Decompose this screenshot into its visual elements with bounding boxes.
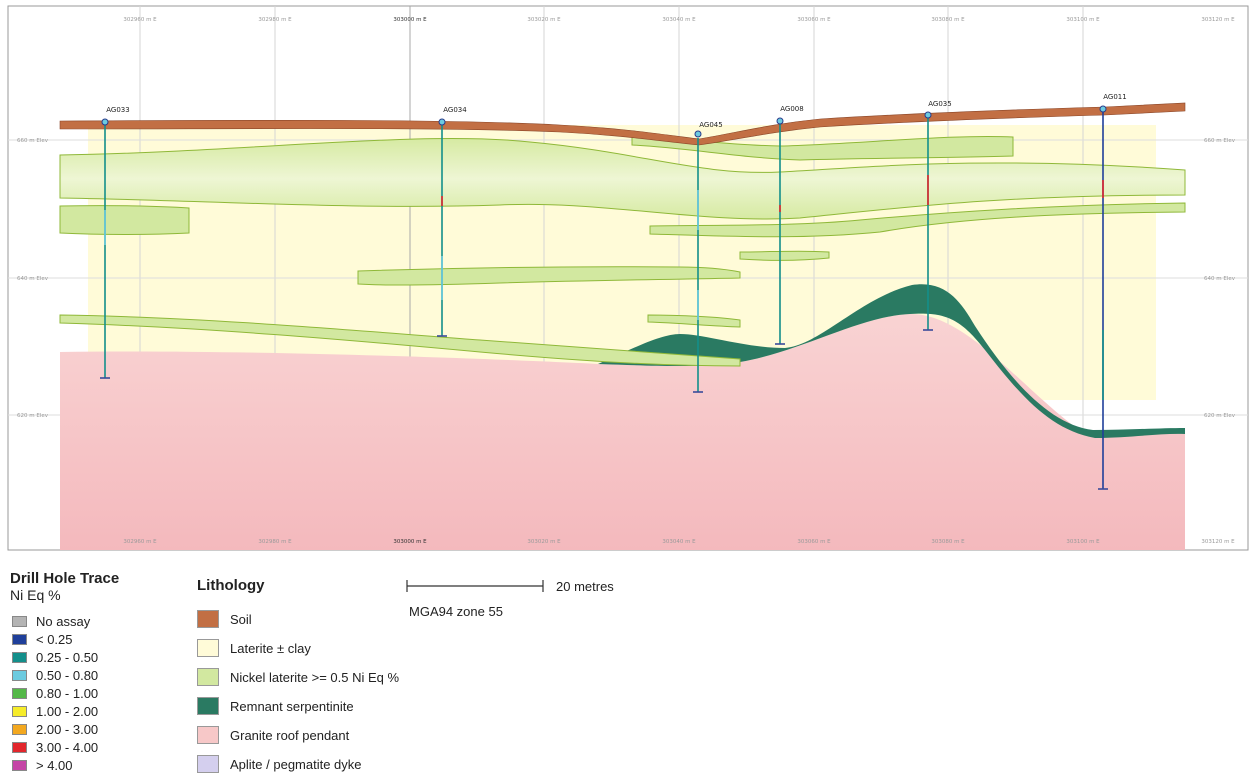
easting-label-top: 303000 m E <box>393 17 427 23</box>
lithology-legend-item: Aplite / pegmatite dyke <box>197 755 362 773</box>
swatch <box>197 668 219 686</box>
drill-legend-item: 0.80 - 1.00 <box>12 686 98 701</box>
lithology-legend-item: Soil <box>197 610 252 628</box>
nickel-laterite-lenses <box>59 135 1186 367</box>
drill-hole-ag033 <box>100 120 110 379</box>
drill-legend-item: 0.25 - 0.50 <box>12 650 98 665</box>
drill-hole-traces <box>100 110 1108 490</box>
elevation-label-right: 640 m Elev <box>1204 276 1236 282</box>
swatch <box>197 697 219 715</box>
lithology-legend-item: Remnant serpentinite <box>197 697 354 715</box>
drill-legend-item: > 4.00 <box>12 758 73 773</box>
easting-label-bottom: 303060 m E <box>797 539 831 545</box>
easting-label-bottom: 303000 m E <box>393 539 427 545</box>
drill-label-ag035: AG035 <box>928 100 951 108</box>
easting-label-top: 303080 m E <box>931 17 965 23</box>
elevation-label-left: 640 m Elev <box>17 276 49 282</box>
swatch <box>12 706 27 717</box>
easting-label-top: 302960 m E <box>123 17 157 23</box>
elevation-label-left: 660 m Elev <box>17 138 49 144</box>
drill-label-ag033: AG033 <box>106 106 129 114</box>
easting-label-bottom: 303120 m E <box>1201 539 1235 545</box>
easting-label-top: 303060 m E <box>797 17 831 23</box>
drill-label-ag034: AG034 <box>443 106 467 114</box>
drill-legend-title: Drill Hole Trace <box>10 570 120 587</box>
swatch <box>12 652 27 663</box>
drill-legend-item: 1.00 - 2.00 <box>12 704 98 719</box>
elevation-label-left: 620 m Elev <box>17 413 49 419</box>
scale-bar-label: 20 metres <box>556 579 614 594</box>
drill-legend-item: 2.00 - 3.00 <box>12 722 98 737</box>
drill-legend-item: 3.00 - 4.00 <box>12 740 98 755</box>
swatch <box>12 634 27 645</box>
swatch <box>197 726 219 744</box>
swatch <box>12 742 27 753</box>
swatch <box>12 616 27 627</box>
swatch <box>12 760 27 771</box>
swatch <box>197 639 219 657</box>
swatch <box>197 610 219 628</box>
drill-label-ag011: AG011 <box>1103 93 1126 101</box>
projection-label: MGA94 zone 55 <box>409 604 503 619</box>
elevation-label-right: 660 m Elev <box>1204 138 1236 144</box>
drill-hole-ag045 <box>693 138 703 393</box>
drill-hole-ag008 <box>775 122 785 345</box>
lithology-legend-item: Granite roof pendant <box>197 726 349 744</box>
swatch <box>12 670 27 681</box>
swatch <box>12 724 27 735</box>
easting-label-bottom: 303100 m E <box>1066 539 1100 545</box>
swatch <box>197 755 219 773</box>
easting-label-top: 303020 m E <box>527 17 561 23</box>
easting-label-top: 303120 m E <box>1201 17 1235 23</box>
easting-label-top: 302980 m E <box>258 17 292 23</box>
elevation-label-right: 620 m Elev <box>1204 413 1236 419</box>
drill-label-ag008: AG008 <box>780 105 803 113</box>
drill-hole-ag011 <box>1098 110 1108 490</box>
swatch <box>12 688 27 699</box>
drill-legend-item: No assay <box>12 614 90 629</box>
lithology-legend-title: Lithology <box>197 577 265 594</box>
easting-label-bottom: 303080 m E <box>931 539 965 545</box>
drill-label-ag045: AG045 <box>699 121 722 129</box>
easting-label-bottom: 303020 m E <box>527 539 561 545</box>
easting-label-bottom: 303040 m E <box>662 539 696 545</box>
drill-legend-item: 0.50 - 0.80 <box>12 668 98 683</box>
drill-hole-ag035 <box>923 116 933 331</box>
cross-section-diagram: AG033 AG034 AG045 AG008 AG035 AG011 3029… <box>7 5 1249 551</box>
drill-hole-collars <box>101 105 1107 138</box>
easting-label-top: 303100 m E <box>1066 17 1100 23</box>
easting-label-bottom: 302980 m E <box>258 539 292 545</box>
soil-layer <box>59 102 1186 146</box>
easting-label-bottom: 302960 m E <box>123 539 157 545</box>
drill-legend-subtitle: Ni Eq % <box>10 587 61 603</box>
granite-roof-pendant <box>60 313 1185 550</box>
lithology-legend-item: Laterite ± clay <box>197 639 311 657</box>
lithology-legend-item: Nickel laterite >= 0.5 Ni Eq % <box>197 668 399 686</box>
scale-bar <box>406 580 544 592</box>
drill-legend-item: < 0.25 <box>12 632 73 647</box>
easting-label-top: 303040 m E <box>662 17 696 23</box>
drill-hole-ag034 <box>437 122 447 337</box>
